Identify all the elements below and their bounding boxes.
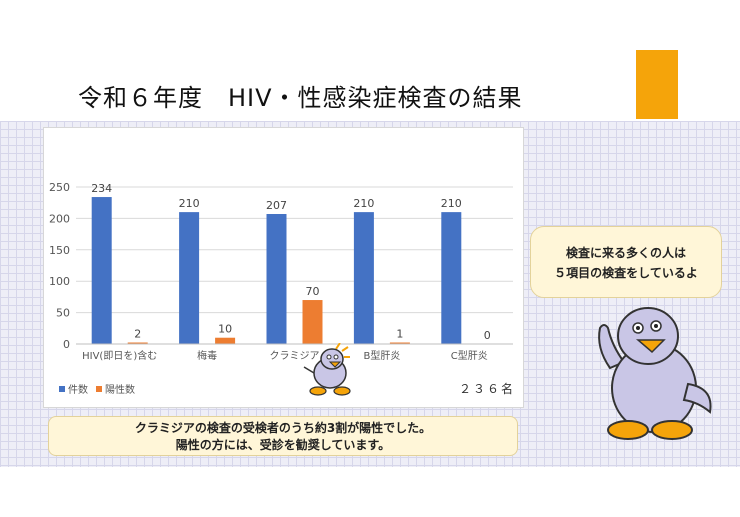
y-tick-label: 100 <box>49 275 70 288</box>
data-label: 210 <box>179 197 200 210</box>
data-label: 234 <box>91 182 112 195</box>
small-mascot-bird-icon <box>303 343 351 396</box>
x-tick-label: B型肝炎 <box>363 349 400 362</box>
accent-block <box>636 50 678 119</box>
bar <box>179 212 200 344</box>
legend-label: 件数 <box>68 383 88 396</box>
data-label: 10 <box>218 323 232 336</box>
bar <box>127 342 148 344</box>
data-label: 70 <box>306 285 320 298</box>
bar <box>353 212 374 344</box>
data-label: 210 <box>441 197 462 210</box>
x-tick-label: C型肝炎 <box>451 349 488 362</box>
data-label: 210 <box>353 197 374 210</box>
y-tick-label: 250 <box>49 181 70 194</box>
bar <box>266 214 287 344</box>
bar <box>91 197 112 344</box>
bubble-line-2: ５項目の検査をしているよ <box>554 266 698 280</box>
bar <box>302 300 323 344</box>
mascot-bird-icon <box>598 307 712 440</box>
slide-title: 令和６年度 HIV・性感染症検査の結果 <box>78 84 523 112</box>
legend-swatch <box>96 386 102 392</box>
bubble-line-1: 検査に来る多くの人は <box>565 246 686 260</box>
y-tick-label: 0 <box>63 338 70 351</box>
bar <box>441 212 462 344</box>
y-tick-label: 200 <box>49 212 70 225</box>
note-line-1: クラミジアの検査の受検者のうち約3割が陽性でした。 <box>134 421 432 435</box>
y-tick-label: 150 <box>49 244 70 257</box>
result-note: クラミジアの検査の受検者のうち約3割が陽性でした。 陽性の方には、受診を勧奨して… <box>48 416 518 456</box>
bar <box>215 337 236 344</box>
legend-label: 陽性数 <box>105 383 135 396</box>
note-line-2: 陽性の方には、受診を勧奨しています。 <box>175 438 391 452</box>
x-tick-label: HIV(即日を)含む <box>82 349 157 362</box>
x-tick-label: クラミジア <box>270 350 320 362</box>
x-tick-label: 梅毒 <box>197 349 217 362</box>
data-label: 0 <box>484 329 491 342</box>
speech-bubble: 検査に来る多くの人は ５項目の検査をしているよ <box>530 226 722 298</box>
legend-swatch <box>59 386 65 392</box>
total-label: ２３６名 <box>459 381 515 396</box>
y-tick-label: 50 <box>56 307 70 320</box>
bar <box>389 342 410 344</box>
data-label: 1 <box>396 328 403 341</box>
data-label: 2 <box>134 328 141 341</box>
data-label: 207 <box>266 199 287 212</box>
